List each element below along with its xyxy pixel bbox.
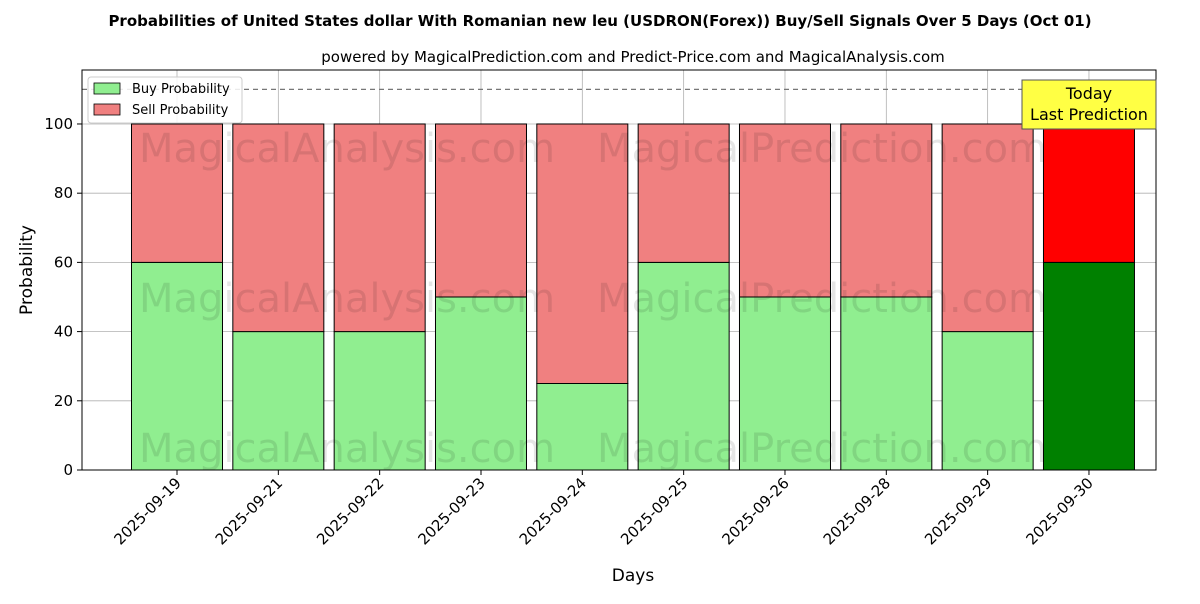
watermark-text: MagicalAnalysis.com	[139, 426, 555, 472]
sell-bar	[536, 123, 629, 384]
y-tick-label: 80	[54, 184, 73, 202]
x-tick-label: 2025-09-19	[110, 474, 184, 548]
sell-bar	[637, 123, 730, 263]
x-tick-label: 2025-09-29	[921, 474, 995, 548]
buy-bar	[536, 382, 629, 471]
x-tick-label: 2025-09-25	[617, 474, 691, 548]
watermark-text: MagicalPrediction.com	[597, 126, 1047, 172]
annotation-box: Today Last Prediction	[1021, 79, 1157, 130]
watermark-text: MagicalPrediction.com	[597, 276, 1047, 322]
chart-subtitle: powered by MagicalPrediction.com and Pre…	[321, 48, 945, 66]
buy-bar	[1042, 261, 1135, 471]
y-tick-label: 0	[63, 461, 73, 479]
x-tick-label: 2025-09-28	[820, 474, 894, 548]
watermark-text: MagicalAnalysis.com	[139, 126, 555, 172]
y-tick-label: 100	[44, 115, 73, 133]
sell-bar	[941, 123, 1034, 333]
buy-bar	[131, 261, 223, 471]
x-tick-label: 2025-09-24	[516, 474, 590, 548]
plot-frame	[81, 69, 1157, 471]
chart-title: Probabilities of United States dollar Wi…	[108, 12, 1091, 30]
buy-bar	[637, 261, 730, 471]
sell-bar	[232, 123, 325, 333]
x-tick-label: 2025-09-21	[212, 474, 286, 548]
sell-bar	[333, 123, 426, 333]
legend-swatch-sell	[93, 103, 121, 116]
y-tick-label: 20	[54, 392, 73, 410]
y-tick-label: 40	[54, 323, 73, 341]
y-tick-label: 60	[54, 253, 73, 271]
watermark-text: MagicalPrediction.com	[597, 426, 1047, 472]
x-tick-label: 2025-09-30	[1022, 474, 1096, 548]
buy-bar	[941, 331, 1034, 471]
y-axis-label: Probability	[17, 225, 37, 315]
legend: Buy Probability Sell Probability	[87, 76, 243, 124]
x-tick-label: 2025-09-23	[414, 474, 488, 548]
sell-bar	[1042, 123, 1135, 263]
sell-bar	[131, 123, 223, 263]
watermark-text: MagicalAnalysis.com	[139, 276, 555, 322]
legend-label-buy: Buy Probability	[132, 82, 230, 97]
buy-bar	[333, 331, 426, 471]
buy-bar	[840, 296, 933, 471]
annotation-line2: Last Prediction	[1030, 105, 1148, 124]
x-axis-label: Days	[612, 566, 655, 586]
x-tick-label: 2025-09-26	[718, 474, 792, 548]
sell-bar	[840, 123, 933, 298]
buy-bar	[434, 296, 527, 471]
x-tick-label: 2025-09-22	[313, 474, 387, 548]
buy-bar	[738, 296, 831, 471]
sell-bar	[738, 123, 831, 298]
legend-label-sell: Sell Probability	[132, 103, 229, 118]
legend-swatch-buy	[93, 82, 121, 95]
sell-bar	[434, 123, 527, 298]
annotation-line1: Today	[1065, 84, 1112, 103]
